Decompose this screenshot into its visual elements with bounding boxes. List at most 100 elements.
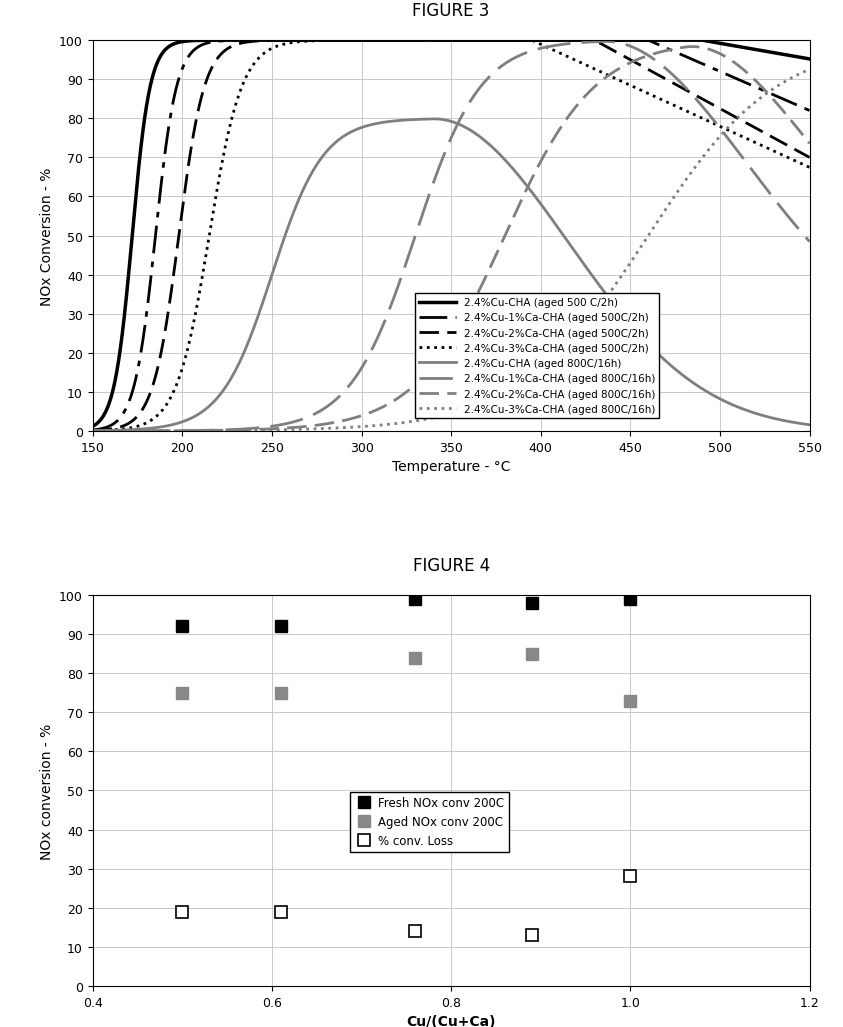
2.4%Cu-CHA (aged 500 C/2h) xyxy=(783,50,793,63)
2.4%Cu-CHA (aged 500 C/2h) xyxy=(652,35,663,47)
2.4%Cu-1%Ca-CHA (aged 500C/2h) xyxy=(652,39,663,51)
2.4%Cu-2%Ca-CHA (aged 500C/2h) xyxy=(124,417,134,429)
% conv. Loss xyxy=(177,906,187,918)
2.4%Cu-3%Ca-CHA (aged 500C/2h) xyxy=(417,35,427,47)
2.4%Cu-2%Ca-CHA (aged 800C/16h) xyxy=(436,349,446,362)
2.4%Cu-CHA (aged 800C/16h) xyxy=(429,114,439,126)
2.4%Cu-1%Ca-CHA (aged 800C/16h) xyxy=(124,425,134,438)
Title: FIGURE 4: FIGURE 4 xyxy=(412,557,490,574)
Line: 2.4%Cu-CHA (aged 800C/16h): 2.4%Cu-CHA (aged 800C/16h) xyxy=(93,120,809,431)
2.4%Cu-2%Ca-CHA (aged 500C/2h) xyxy=(804,152,814,164)
Line: 2.4%Cu-1%Ca-CHA (aged 800C/16h): 2.4%Cu-1%Ca-CHA (aged 800C/16h) xyxy=(93,42,809,431)
2.4%Cu-CHA (aged 800C/16h) xyxy=(124,424,134,436)
Fresh NOx conv 200C xyxy=(410,594,420,606)
2.4%Cu-CHA (aged 500 C/2h) xyxy=(804,53,814,66)
2.4%Cu-3%Ca-CHA (aged 800C/16h) xyxy=(124,425,134,438)
2.4%Cu-1%Ca-CHA (aged 500C/2h) xyxy=(417,35,427,47)
2.4%Cu-CHA (aged 800C/16h) xyxy=(417,114,427,126)
2.4%Cu-1%Ca-CHA (aged 500C/2h) xyxy=(783,97,793,109)
2.4%Cu-3%Ca-CHA (aged 500C/2h) xyxy=(652,92,663,105)
Y-axis label: NOx conversion - %: NOx conversion - % xyxy=(40,723,54,859)
2.4%Cu-CHA (aged 800C/16h) xyxy=(784,416,794,428)
2.4%Cu-1%Ca-CHA (aged 800C/16h) xyxy=(436,156,446,168)
X-axis label: Temperature - °C: Temperature - °C xyxy=(392,460,510,473)
Aged NOx conv 200C xyxy=(276,687,286,699)
2.4%Cu-CHA (aged 500 C/2h) xyxy=(124,261,134,273)
2.4%Cu-3%Ca-CHA (aged 800C/16h) xyxy=(804,64,814,76)
X-axis label: Cu/(Cu+Ca): Cu/(Cu+Ca) xyxy=(406,1015,496,1027)
2.4%Cu-CHA (aged 500 C/2h) xyxy=(784,50,794,63)
% conv. Loss xyxy=(527,929,537,942)
Aged NOx conv 200C xyxy=(177,687,187,699)
2.4%Cu-2%Ca-CHA (aged 500C/2h) xyxy=(652,69,663,81)
Line: Aged NOx conv 200C: Aged NOx conv 200C xyxy=(176,648,636,708)
% conv. Loss xyxy=(625,871,636,883)
2.4%Cu-1%Ca-CHA (aged 800C/16h) xyxy=(652,56,663,69)
2.4%Cu-1%Ca-CHA (aged 500C/2h) xyxy=(538,35,548,47)
Aged NOx conv 200C xyxy=(527,648,537,660)
2.4%Cu-1%Ca-CHA (aged 800C/16h) xyxy=(88,425,98,438)
2.4%Cu-1%Ca-CHA (aged 800C/16h) xyxy=(600,36,610,48)
2.4%Cu-CHA (aged 500 C/2h) xyxy=(88,421,98,433)
Line: % conv. Loss: % conv. Loss xyxy=(176,870,636,942)
% conv. Loss xyxy=(410,925,420,938)
Y-axis label: NOx Conversion - %: NOx Conversion - % xyxy=(40,167,54,305)
2.4%Cu-2%Ca-CHA (aged 500C/2h) xyxy=(589,35,599,47)
2.4%Cu-CHA (aged 800C/16h) xyxy=(804,419,814,431)
Legend: 2.4%Cu-CHA (aged 500 C/2h), 2.4%Cu-1%Ca-CHA (aged 500C/2h), 2.4%Cu-2%Ca-CHA (age: 2.4%Cu-CHA (aged 500 C/2h), 2.4%Cu-1%Ca-… xyxy=(415,294,659,418)
2.4%Cu-2%Ca-CHA (aged 800C/16h) xyxy=(124,425,134,438)
Fresh NOx conv 200C xyxy=(177,620,187,633)
2.4%Cu-3%Ca-CHA (aged 500C/2h) xyxy=(526,35,536,47)
2.4%Cu-3%Ca-CHA (aged 800C/16h) xyxy=(436,411,446,423)
2.4%Cu-3%Ca-CHA (aged 500C/2h) xyxy=(784,153,794,165)
2.4%Cu-3%Ca-CHA (aged 800C/16h) xyxy=(783,74,793,86)
Line: Fresh NOx conv 200C: Fresh NOx conv 200C xyxy=(176,594,636,633)
2.4%Cu-1%Ca-CHA (aged 800C/16h) xyxy=(417,210,427,222)
Line: 2.4%Cu-3%Ca-CHA (aged 500C/2h): 2.4%Cu-3%Ca-CHA (aged 500C/2h) xyxy=(93,41,809,431)
2.4%Cu-CHA (aged 800C/16h) xyxy=(437,114,447,126)
2.4%Cu-CHA (aged 500 C/2h) xyxy=(417,35,427,47)
Legend: Fresh NOx conv 200C, Aged NOx conv 200C, % conv. Loss: Fresh NOx conv 200C, Aged NOx conv 200C,… xyxy=(350,792,509,852)
Aged NOx conv 200C xyxy=(410,652,420,664)
2.4%Cu-2%Ca-CHA (aged 500C/2h) xyxy=(784,141,794,153)
2.4%Cu-3%Ca-CHA (aged 500C/2h) xyxy=(804,162,814,175)
2.4%Cu-2%Ca-CHA (aged 500C/2h) xyxy=(436,35,446,47)
2.4%Cu-1%Ca-CHA (aged 500C/2h) xyxy=(88,424,98,436)
2.4%Cu-CHA (aged 800C/16h) xyxy=(652,348,663,360)
2.4%Cu-3%Ca-CHA (aged 500C/2h) xyxy=(124,422,134,434)
2.4%Cu-1%Ca-CHA (aged 800C/16h) xyxy=(804,236,814,249)
Line: 2.4%Cu-CHA (aged 500 C/2h): 2.4%Cu-CHA (aged 500 C/2h) xyxy=(93,41,809,427)
2.4%Cu-1%Ca-CHA (aged 500C/2h) xyxy=(804,105,814,117)
2.4%Cu-2%Ca-CHA (aged 800C/16h) xyxy=(687,41,697,53)
Title: FIGURE 3: FIGURE 3 xyxy=(412,2,490,21)
2.4%Cu-2%Ca-CHA (aged 800C/16h) xyxy=(784,113,794,125)
2.4%Cu-1%Ca-CHA (aged 500C/2h) xyxy=(784,97,794,109)
2.4%Cu-1%Ca-CHA (aged 800C/16h) xyxy=(784,213,794,225)
2.4%Cu-2%Ca-CHA (aged 800C/16h) xyxy=(88,425,98,438)
Line: 2.4%Cu-2%Ca-CHA (aged 500C/2h): 2.4%Cu-2%Ca-CHA (aged 500C/2h) xyxy=(93,41,809,431)
2.4%Cu-3%Ca-CHA (aged 800C/16h) xyxy=(88,425,98,438)
2.4%Cu-CHA (aged 500 C/2h) xyxy=(436,35,446,47)
2.4%Cu-3%Ca-CHA (aged 800C/16h) xyxy=(652,217,662,229)
2.4%Cu-2%Ca-CHA (aged 800C/16h) xyxy=(652,47,662,60)
2.4%Cu-CHA (aged 500 C/2h) xyxy=(456,35,466,47)
2.4%Cu-2%Ca-CHA (aged 500C/2h) xyxy=(783,141,793,153)
Aged NOx conv 200C xyxy=(625,694,636,707)
Fresh NOx conv 200C xyxy=(527,597,537,609)
2.4%Cu-1%Ca-CHA (aged 500C/2h) xyxy=(124,395,134,408)
2.4%Cu-CHA (aged 800C/16h) xyxy=(783,416,793,428)
2.4%Cu-2%Ca-CHA (aged 800C/16h) xyxy=(804,138,814,150)
2.4%Cu-3%Ca-CHA (aged 500C/2h) xyxy=(88,425,98,438)
2.4%Cu-2%Ca-CHA (aged 500C/2h) xyxy=(88,425,98,438)
2.4%Cu-2%Ca-CHA (aged 500C/2h) xyxy=(417,35,427,47)
2.4%Cu-CHA (aged 800C/16h) xyxy=(88,425,98,438)
2.4%Cu-2%Ca-CHA (aged 800C/16h) xyxy=(783,112,793,124)
Line: 2.4%Cu-2%Ca-CHA (aged 800C/16h): 2.4%Cu-2%Ca-CHA (aged 800C/16h) xyxy=(93,47,809,431)
2.4%Cu-3%Ca-CHA (aged 500C/2h) xyxy=(436,35,446,47)
2.4%Cu-3%Ca-CHA (aged 500C/2h) xyxy=(783,152,793,164)
2.4%Cu-2%Ca-CHA (aged 800C/16h) xyxy=(417,372,427,384)
2.4%Cu-1%Ca-CHA (aged 800C/16h) xyxy=(783,212,793,224)
Fresh NOx conv 200C xyxy=(625,594,636,606)
Line: 2.4%Cu-3%Ca-CHA (aged 800C/16h): 2.4%Cu-3%Ca-CHA (aged 800C/16h) xyxy=(93,70,809,431)
% conv. Loss xyxy=(276,906,286,918)
